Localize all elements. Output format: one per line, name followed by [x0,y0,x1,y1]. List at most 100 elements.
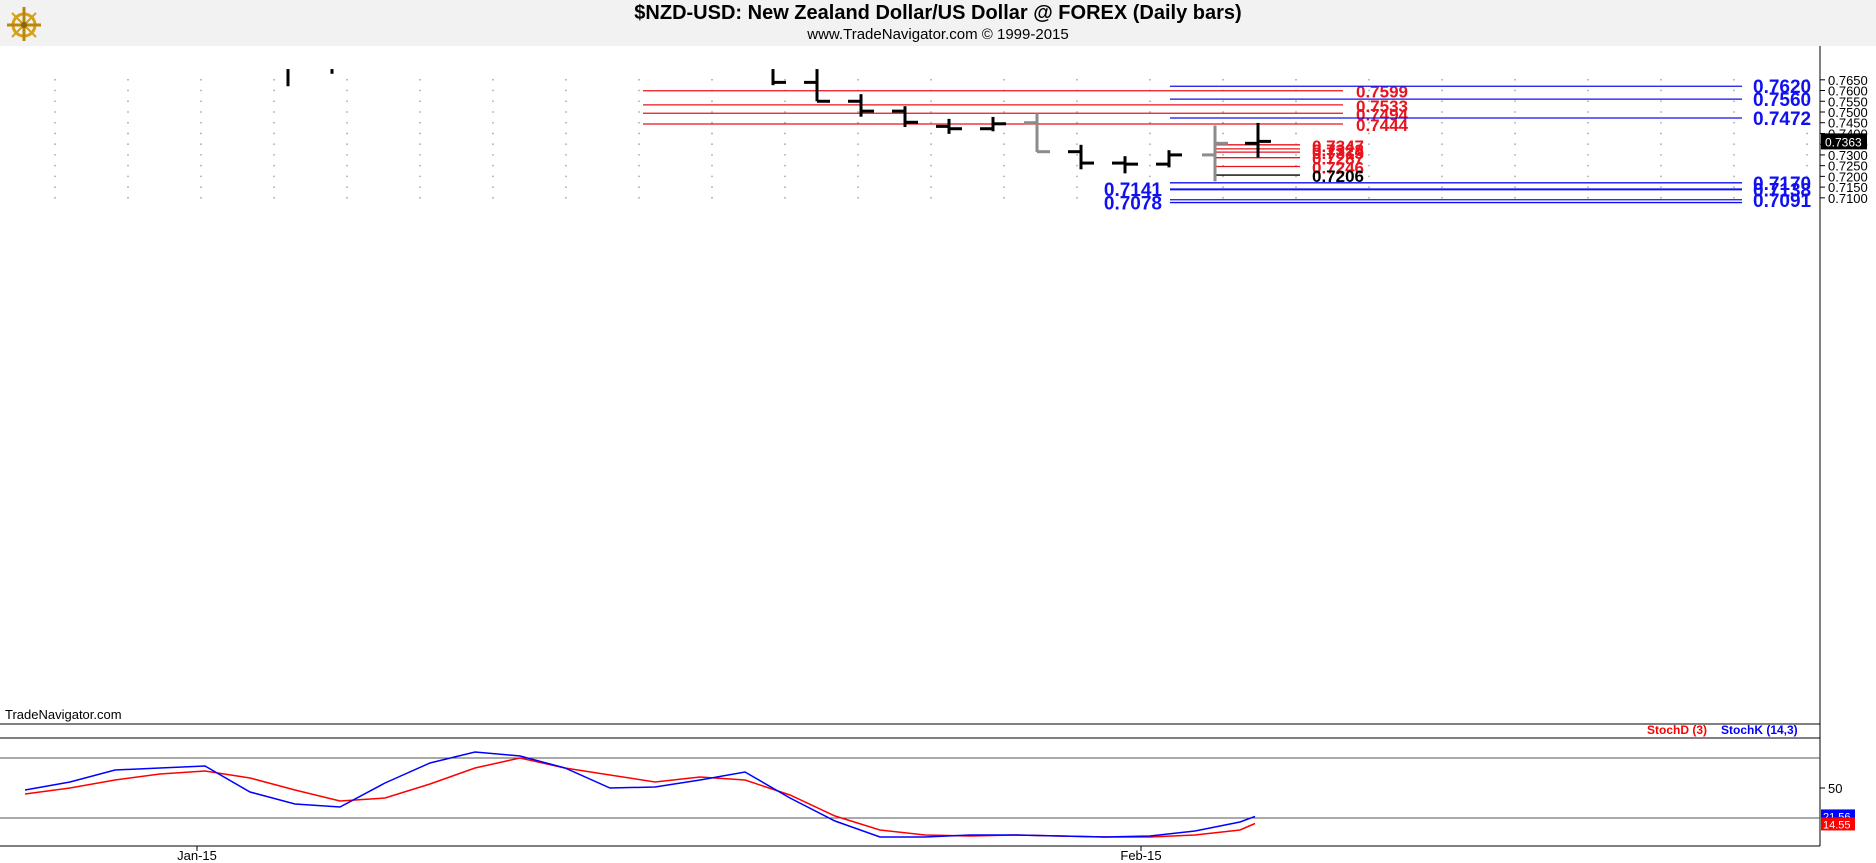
grid-dot [1295,121,1297,124]
grid-dot [127,78,129,81]
ohlc-bar [1068,144,1094,170]
grid-dot [419,186,421,189]
grid-dot [565,121,567,124]
grid-dot [1806,143,1808,146]
grid-dot [711,121,713,124]
y-tick-label: 0.7450 [1828,116,1868,131]
grid-dot [711,132,713,135]
grid-dot [857,175,859,178]
grid-dot [1587,111,1589,113]
grid-dot [346,132,348,135]
y-tick-label: 0.7100 [1828,191,1868,206]
grid-dot [1149,175,1151,178]
grid-dot [1003,111,1005,113]
grid-dot [1003,175,1005,178]
grid-dot [1368,154,1370,156]
grid-dot [1441,175,1443,178]
grid-dot [1806,89,1808,92]
grid-dot [127,132,129,135]
grid-dot [273,186,275,189]
grid-dot [273,89,275,92]
grid-dot [638,175,640,178]
grid-dot [1733,111,1735,113]
chart-header [0,0,1876,46]
y-tick-label: 0.7550 [1828,94,1868,109]
grid-dot [273,143,275,146]
grid-dot [419,196,421,199]
grid-dot [1587,89,1589,92]
grid-dot [784,175,786,178]
grid-dot [1076,175,1078,178]
grid-dot [638,186,640,189]
grid-dot [1222,175,1224,178]
grid-dot [711,175,713,178]
grid-dot [1149,154,1151,156]
grid-dot [1806,186,1808,189]
grid-dot [857,154,859,156]
red-level-label: 0.7328 [1312,141,1364,160]
blue-level-label: 0.7170 [1753,174,1811,195]
grid-dot [1441,196,1443,199]
red-level-label: 0.7347 [1312,137,1364,156]
grid-dot [930,143,932,146]
grid-dot [200,186,202,189]
grid-dot [346,186,348,189]
grid-dot [1587,121,1589,124]
ohlc-bar [1202,125,1228,182]
grid-dot [1660,186,1662,189]
grid-dot [54,164,56,167]
grid-dot [857,196,859,199]
grid-dot [1587,175,1589,178]
grid-dot [200,164,202,167]
grid-dot [1003,132,1005,135]
grid-dot [857,121,859,124]
stoch-d-line [24,757,1256,838]
grid-dot [1222,78,1224,81]
red-level-label: 0.7533 [1356,97,1408,116]
grid-dot [1441,154,1443,156]
grid-dot [419,100,421,103]
grid-dot [1733,154,1735,156]
grid-dot [1733,89,1735,92]
grid-dot [1514,196,1516,199]
grid-dot [200,89,202,92]
grid-dot [565,196,567,199]
grid-dot [565,78,567,81]
grid-dot [419,89,421,92]
blue-level-label: 0.7141 [1104,180,1163,201]
grid-dot [784,164,786,167]
y-tick-label: 0.7500 [1828,105,1868,120]
grid-dot [1076,143,1078,146]
grid-dot [930,78,932,81]
ship-wheel-logo-icon [7,7,41,41]
grid-dot [492,78,494,81]
grid-dot [492,89,494,92]
grid-dot [1441,78,1443,81]
grid-dot [930,111,932,113]
grid-dot [1733,132,1735,135]
grid-dot [127,100,129,103]
grid-dot [711,111,713,113]
ohlc-bar [771,69,786,86]
grid-dot [127,175,129,178]
grid-dot [127,121,129,124]
grid-dot [784,111,786,113]
grid-dot [273,100,275,103]
grid-dot [1295,196,1297,199]
grid-dot [1076,100,1078,103]
grid-dot [1660,164,1662,167]
grid-dot [127,154,129,156]
grid-dot [930,121,932,124]
grid-dot [54,132,56,135]
grid-dot [200,196,202,199]
grid-dot [638,154,640,156]
grid-dot [346,111,348,113]
grid-dot [638,78,640,81]
grid-dot [492,164,494,167]
grid-dot [1222,121,1224,124]
grid-dot [784,196,786,199]
grid-dot [273,121,275,124]
last-price-badge [1821,133,1867,150]
grid-dot [857,186,859,189]
grid-dot [1514,100,1516,103]
